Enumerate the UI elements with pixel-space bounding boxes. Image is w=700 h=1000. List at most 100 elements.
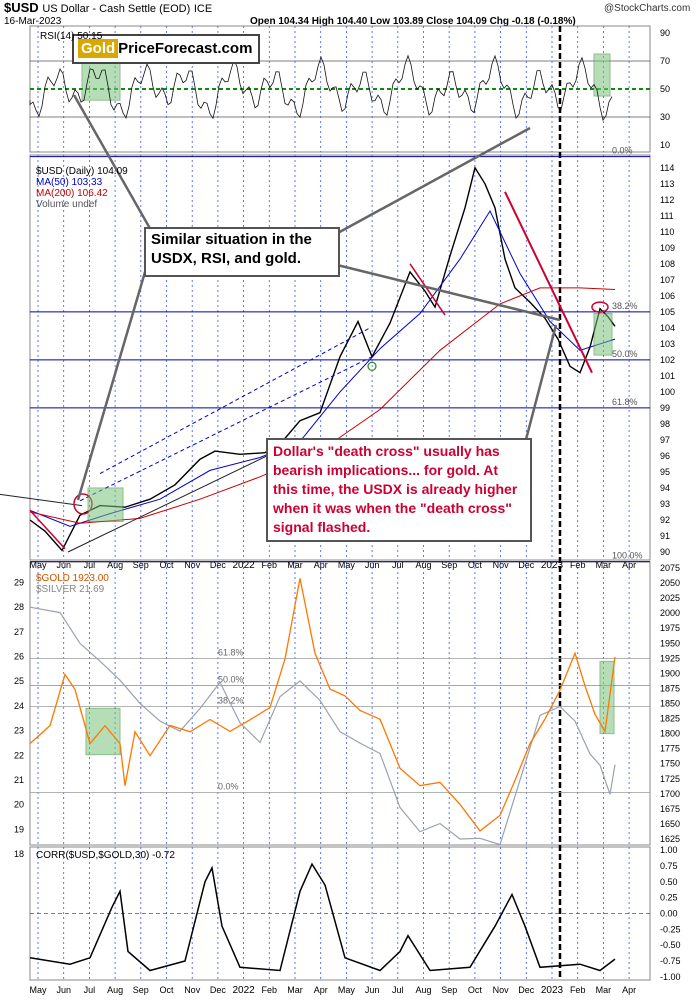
silver-y-tick: 27 — [14, 627, 24, 637]
x-tick-label-lower: Jul — [392, 985, 404, 995]
x-tick-label-lower: Dec — [210, 985, 227, 995]
usd-y-tick: 111 — [660, 211, 674, 221]
gold-y-tick: 1725 — [660, 774, 680, 784]
x-tick-label-upper: Mar — [596, 560, 612, 570]
rsi-legend: RSI(14) 50.15 — [40, 31, 103, 42]
usd-highlight-box-2021 — [87, 487, 124, 523]
x-tick-label-upper: Jul — [84, 560, 96, 570]
silver-y-tick: 29 — [14, 577, 24, 587]
gold-fib-label: 61.8% — [218, 647, 244, 657]
corr-y-tick: -0.50 — [660, 940, 681, 950]
x-tick-label-lower: Oct — [468, 985, 483, 995]
usd-y-tick: 108 — [660, 259, 675, 269]
usd-y-tick: 114 — [660, 163, 674, 173]
gold-y-tick: 1700 — [660, 789, 680, 799]
usd-y-tick: 113 — [660, 179, 674, 189]
usd-y-tick: 98 — [660, 419, 670, 429]
downtrend-line — [504, 191, 593, 374]
x-tick-label-lower: Dec — [518, 985, 535, 995]
instrument-name: US Dollar - Cash Settle (EOD) — [42, 3, 191, 15]
x-tick-label-lower: Jun — [56, 985, 71, 995]
gold-y-tick: 1800 — [660, 729, 680, 739]
x-tick-label-lower: Nov — [184, 985, 201, 995]
silver-y-tick: 19 — [14, 824, 24, 834]
gold-y-tick: 2050 — [660, 578, 680, 588]
short-red-trend-2 — [29, 509, 66, 550]
silver-line — [29, 606, 616, 846]
x-tick-label-lower: Apr — [622, 985, 636, 995]
usd-y-tick: 95 — [660, 467, 670, 477]
gold-y-tick: 1650 — [660, 819, 680, 829]
usd-fib-label: 38.2% — [612, 301, 638, 311]
chart-date: 16-Mar-2023 — [4, 16, 62, 27]
logo: Gold PriceForecast.com — [72, 34, 260, 64]
x-tick-label-lower: Jun — [365, 985, 380, 995]
stockcharts-credit: @StockCharts.com — [604, 3, 691, 14]
x-tick-label-upper: Sep — [133, 560, 149, 570]
gold-y-tick: 1925 — [660, 653, 680, 663]
channel-upper-line — [99, 327, 371, 474]
usd-fib-label: 100.0% — [612, 551, 643, 561]
ohlc-readout: Open 104.34 High 104.40 Low 103.89 Close… — [250, 16, 576, 27]
x-tick-label-upper: Nov — [184, 560, 201, 570]
silver-y-tick: 20 — [14, 800, 24, 810]
usd-highlight-box-2023 — [593, 312, 613, 356]
x-tick-label-lower: 2022 — [232, 985, 255, 996]
usd-y-tick: 91 — [660, 531, 670, 541]
gold-y-tick: 1950 — [660, 638, 680, 648]
usd-fib-label: 0.0% — [612, 146, 633, 156]
x-tick-label-upper: Nov — [493, 560, 510, 570]
corr-legend: CORR($USD,$GOLD,30) -0.72 — [36, 850, 175, 861]
gold-y-tick: 1775 — [660, 744, 680, 754]
x-tick-label-upper: Sep — [441, 560, 457, 570]
gold-fib-label: 50.0% — [218, 674, 244, 684]
ma50-line — [29, 209, 616, 527]
usd-y-tick: 105 — [660, 307, 675, 317]
recent-high-circle — [591, 301, 609, 313]
x-tick-label-upper: Dec — [210, 560, 227, 570]
gold-highlight-box-2023 — [599, 660, 615, 735]
gold-y-tick: 1900 — [660, 668, 680, 678]
exchange: ICE — [193, 3, 213, 15]
usd-y-tick: 102 — [660, 355, 675, 365]
gold-line — [29, 578, 616, 832]
usd-y-tick: 99 — [660, 403, 670, 413]
x-tick-label-lower: Mar — [287, 985, 303, 995]
usd-y-tick: 101 — [660, 371, 675, 381]
uptrend-support-line — [67, 439, 301, 553]
usd-y-tick: 110 — [660, 227, 674, 237]
x-tick-label-lower: May — [29, 985, 47, 995]
gold-y-tick: 1675 — [660, 804, 680, 814]
usd-y-tick: 103 — [660, 339, 675, 349]
x-tick-label-lower: Apr — [314, 985, 328, 995]
panel-frame-1 — [29, 154, 651, 561]
usd-y-tick: 100 — [660, 387, 675, 397]
rsi-y-tick: 50 — [660, 84, 670, 94]
gold-y-tick: 2025 — [660, 593, 680, 603]
symbol: $USD US Dollar - Cash Settle (EOD) ICE — [4, 0, 213, 15]
channel-lower-line — [79, 356, 373, 502]
usd-y-tick: 92 — [660, 515, 670, 525]
x-tick-label-lower: Feb — [262, 985, 278, 995]
gold-y-tick: 1850 — [660, 699, 680, 709]
usd-fib-label: 50.0% — [612, 349, 638, 359]
silver-y-tick: 25 — [14, 676, 24, 686]
gold-fib-label: 38.2% — [218, 696, 244, 706]
x-tick-label-upper: 2023 — [541, 560, 564, 571]
gold-y-tick: 1975 — [660, 623, 680, 633]
pointer-usd-left — [76, 254, 152, 501]
corr-y-tick: 0.50 — [660, 877, 678, 887]
usd-y-tick: 97 — [660, 435, 670, 445]
ma200-line — [29, 287, 616, 524]
x-tick-label-lower: Feb — [570, 985, 586, 995]
x-tick-label-upper: Apr — [622, 560, 636, 570]
prior-trend-line — [0, 493, 83, 507]
support-touch-marker — [367, 361, 377, 371]
x-tick-label-upper: Feb — [262, 560, 278, 570]
x-tick-label-lower: Aug — [107, 985, 123, 995]
silver-legend-label: $SILVER 21.69 — [36, 584, 105, 595]
similar-situation-note: Similar situation in the USDX, RSI, and … — [144, 227, 340, 277]
gold-y-tick: 1825 — [660, 714, 680, 724]
pointer-rsi-right — [324, 126, 531, 242]
